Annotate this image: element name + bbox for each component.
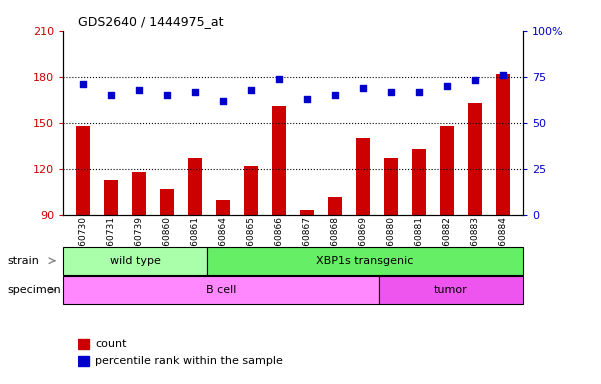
Bar bbox=[496, 74, 510, 215]
Point bbox=[274, 76, 284, 82]
Point bbox=[162, 92, 172, 98]
Point bbox=[302, 96, 312, 102]
Point bbox=[358, 85, 368, 91]
Bar bbox=[356, 138, 370, 215]
Bar bbox=[78, 356, 89, 366]
Point bbox=[471, 78, 480, 84]
Text: B cell: B cell bbox=[206, 285, 236, 295]
Point bbox=[218, 98, 228, 104]
Point bbox=[78, 81, 88, 87]
Text: wild type: wild type bbox=[109, 256, 160, 266]
Bar bbox=[412, 149, 426, 215]
Bar bbox=[63, 247, 207, 275]
Point bbox=[414, 88, 424, 94]
Bar bbox=[160, 189, 174, 215]
Bar bbox=[216, 200, 230, 215]
Bar bbox=[76, 126, 90, 215]
Bar bbox=[188, 158, 202, 215]
Bar bbox=[272, 106, 286, 215]
Bar bbox=[384, 158, 398, 215]
Point bbox=[134, 87, 144, 93]
Bar bbox=[379, 276, 523, 304]
Bar bbox=[468, 103, 482, 215]
Point bbox=[246, 87, 256, 93]
Text: percentile rank within the sample: percentile rank within the sample bbox=[95, 356, 283, 366]
Text: tumor: tumor bbox=[434, 285, 468, 295]
Point bbox=[442, 83, 452, 89]
Bar bbox=[78, 339, 89, 349]
Point bbox=[330, 92, 340, 98]
Text: XBP1s transgenic: XBP1s transgenic bbox=[316, 256, 413, 266]
Bar bbox=[300, 210, 314, 215]
Text: count: count bbox=[95, 339, 126, 349]
Bar bbox=[244, 166, 258, 215]
Point bbox=[190, 88, 200, 94]
Bar bbox=[63, 276, 379, 304]
Point bbox=[386, 88, 396, 94]
Bar bbox=[207, 247, 523, 275]
Text: specimen: specimen bbox=[8, 285, 61, 295]
Bar bbox=[440, 126, 454, 215]
Bar bbox=[328, 197, 342, 215]
Point bbox=[106, 92, 115, 98]
Point bbox=[498, 72, 508, 78]
Bar bbox=[132, 172, 146, 215]
Text: GDS2640 / 1444975_at: GDS2640 / 1444975_at bbox=[78, 15, 224, 28]
Text: strain: strain bbox=[8, 256, 40, 266]
Bar bbox=[104, 180, 118, 215]
